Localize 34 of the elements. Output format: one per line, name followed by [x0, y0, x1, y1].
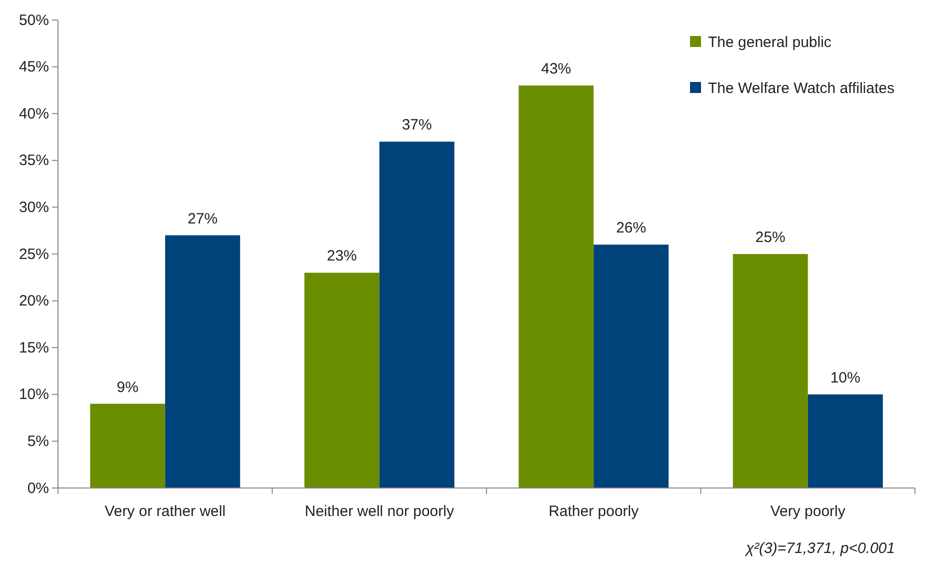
y-tick-label: 50% [18, 12, 49, 29]
data-label: 10% [830, 369, 860, 386]
text: χ²(3)=71,371, p<0.001 [744, 540, 895, 557]
data-label: 43% [541, 60, 572, 78]
y-tick-label: 45% [18, 58, 49, 76]
y-tick-label: 40% [18, 105, 49, 122]
bar [165, 235, 240, 488]
x-tick-label: Rather poorly [548, 503, 640, 520]
y-tick-label: 20% [18, 292, 49, 310]
x-tick-label: Very poorly [770, 503, 846, 520]
y-tick-label: 5% [27, 433, 49, 450]
data-label: 27% [188, 210, 218, 228]
bar [518, 86, 594, 488]
bar [594, 244, 669, 488]
data-label: 9% [116, 378, 138, 396]
x-tick-label: Very or rather well [104, 503, 226, 520]
data-label: 26% [616, 220, 646, 237]
data-label: 25% [755, 229, 786, 246]
y-tick-label: 25% [18, 246, 49, 263]
bar [90, 404, 166, 488]
x-tick-label: Neither well nor poorly [304, 503, 454, 520]
y-tick-label: 35% [18, 152, 49, 170]
data-label: 23% [326, 248, 357, 265]
data-label: 37% [402, 116, 432, 134]
y-tick-label: 30% [18, 199, 49, 216]
bar [379, 142, 454, 488]
y-tick-label: 10% [18, 386, 49, 404]
y-tick-label: 15% [18, 339, 49, 356]
y-tick-label: 0% [27, 480, 49, 497]
bar [808, 394, 883, 488]
bar [732, 254, 808, 488]
legend-label: The general public [708, 34, 832, 51]
legend-label: The Welfare Watch affiliates [708, 80, 894, 97]
bar [304, 272, 380, 488]
